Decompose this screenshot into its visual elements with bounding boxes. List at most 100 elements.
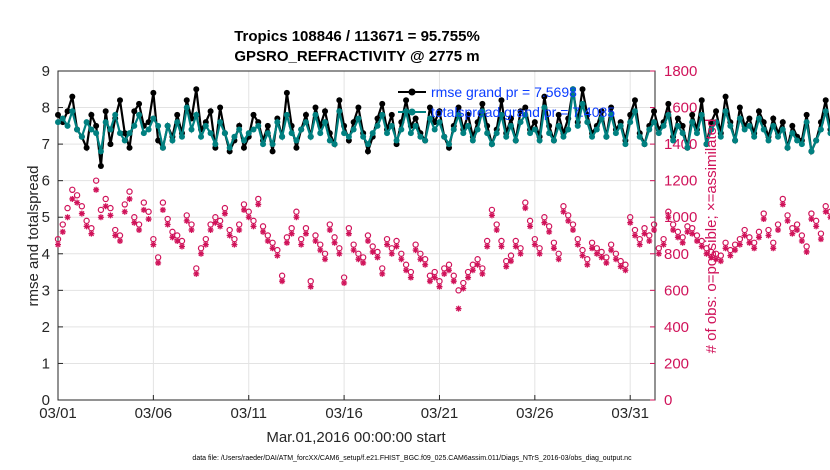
totalspread-point [269, 141, 276, 148]
rmse-point [269, 148, 276, 155]
totalspread-point [622, 141, 629, 148]
obs-assimilated-point [479, 270, 486, 277]
totalspread-point [331, 141, 338, 148]
rmse-point [522, 104, 529, 111]
obs-assimilated-point [403, 267, 410, 274]
totalspread-point [503, 133, 510, 140]
obs-assimilated-point [679, 239, 686, 246]
totalspread-point [531, 126, 538, 133]
totalspread-point [140, 130, 147, 137]
rmse-point [789, 122, 796, 129]
totalspread-point [822, 108, 829, 115]
x-tick-label: 03/26 [516, 405, 554, 422]
totalspread-point [703, 141, 710, 148]
obs-assimilated-point [655, 250, 662, 257]
totalspread-point [379, 111, 386, 118]
totalspread-point [569, 86, 576, 93]
rmse-point [183, 97, 190, 104]
totalspread-point [355, 115, 362, 122]
totalspread-point [789, 130, 796, 137]
obs-assimilated-point [565, 217, 572, 224]
rmse-point [193, 86, 200, 93]
obs-assimilated-point [722, 245, 729, 252]
totalspread-point [512, 137, 519, 144]
obs-assimilated-point [283, 239, 290, 246]
rmse-point [174, 111, 181, 118]
obs-assimilated-point [107, 212, 114, 219]
totalspread-point [188, 126, 195, 133]
totalspread-point [169, 137, 176, 144]
totalspread-point [498, 111, 505, 118]
obs-assimilated-point [465, 274, 472, 281]
obs-assimilated-point [136, 227, 143, 234]
obs-assimilated-point [693, 237, 700, 244]
rmse-point [93, 122, 100, 129]
totalspread-point [469, 137, 476, 144]
obs-assimilated-point [426, 278, 433, 285]
totalspread-point [722, 108, 729, 115]
y-right-tick-label: 400 [664, 319, 689, 336]
y-right-tick-label: 800 [664, 246, 689, 263]
obs-assimilated-point [760, 216, 767, 223]
totalspread-point [317, 130, 324, 137]
totalspread-point [808, 148, 815, 155]
totalspread-point [732, 137, 739, 144]
obs-assimilated-point [69, 195, 76, 202]
totalspread-point [646, 126, 653, 133]
y-left-tick-label: 1 [42, 355, 50, 372]
totalspread-point [231, 133, 238, 140]
totalspread-point [131, 122, 138, 129]
obs-assimilated-point [250, 223, 257, 230]
obs-assimilated-point [398, 256, 405, 263]
legend-rmse-label: rmse grand pr = 7.5698 [431, 84, 577, 100]
totalspread-point [441, 133, 448, 140]
obs-assimilated-point [336, 250, 343, 257]
totalspread-point [665, 111, 672, 118]
rmse-point [722, 93, 729, 100]
obs-assimilated-point [364, 237, 371, 244]
totalspread-point [102, 119, 109, 126]
totalspread-point [670, 137, 677, 144]
totalspread-point [69, 108, 76, 115]
totalspread-point [193, 111, 200, 118]
totalspread-point [527, 130, 534, 137]
y-left-tick-label: 8 [42, 100, 50, 117]
obs-assimilated-point [188, 227, 195, 234]
rmse-point [679, 122, 686, 129]
totalspread-point [112, 111, 119, 118]
obs-assimilated-point [97, 214, 104, 221]
y-left-tick-label: 0 [42, 392, 50, 409]
obs-possible-point [159, 199, 167, 206]
obs-assimilated-point [488, 212, 495, 219]
x-axis: 03/01 03/06 03/11 03/16 03/21 03/26 03/31 [39, 395, 649, 422]
x-tick-label: 03/06 [135, 405, 173, 422]
chart-title: Tropics 108846 / 113671 = 95.755% [234, 28, 480, 45]
rmse-point [436, 108, 443, 115]
rmse-point [479, 100, 486, 107]
obs-possible-point [73, 192, 81, 199]
obs-assimilated-point [126, 195, 133, 202]
obs-assimilated-point [684, 228, 691, 235]
obs-assimilated-point [775, 227, 782, 234]
totalspread-point [689, 119, 696, 126]
rmse-point [312, 104, 319, 111]
totalspread-point [775, 133, 782, 140]
obs-assimilated-point [121, 208, 128, 215]
obs-assimilated-point [507, 258, 514, 265]
totalspread-point [565, 126, 572, 133]
obs-assimilated-point [379, 270, 386, 277]
totalspread-point [746, 122, 753, 129]
totalspread-point [660, 122, 667, 129]
totalspread-point [488, 141, 495, 148]
y-right-tick-label: 0 [664, 392, 672, 409]
obs-assimilated-point [808, 216, 815, 223]
obs-assimilated-point [78, 210, 85, 217]
obs-assimilated-point [555, 256, 562, 263]
obs-assimilated-point [64, 214, 71, 221]
obs-possible-point [69, 186, 76, 194]
totalspread-point [374, 122, 381, 129]
obs-assimilated-point [517, 250, 524, 257]
rmse-point [388, 111, 395, 118]
obs-assimilated-point [393, 243, 400, 250]
totalspread-point [794, 137, 801, 144]
